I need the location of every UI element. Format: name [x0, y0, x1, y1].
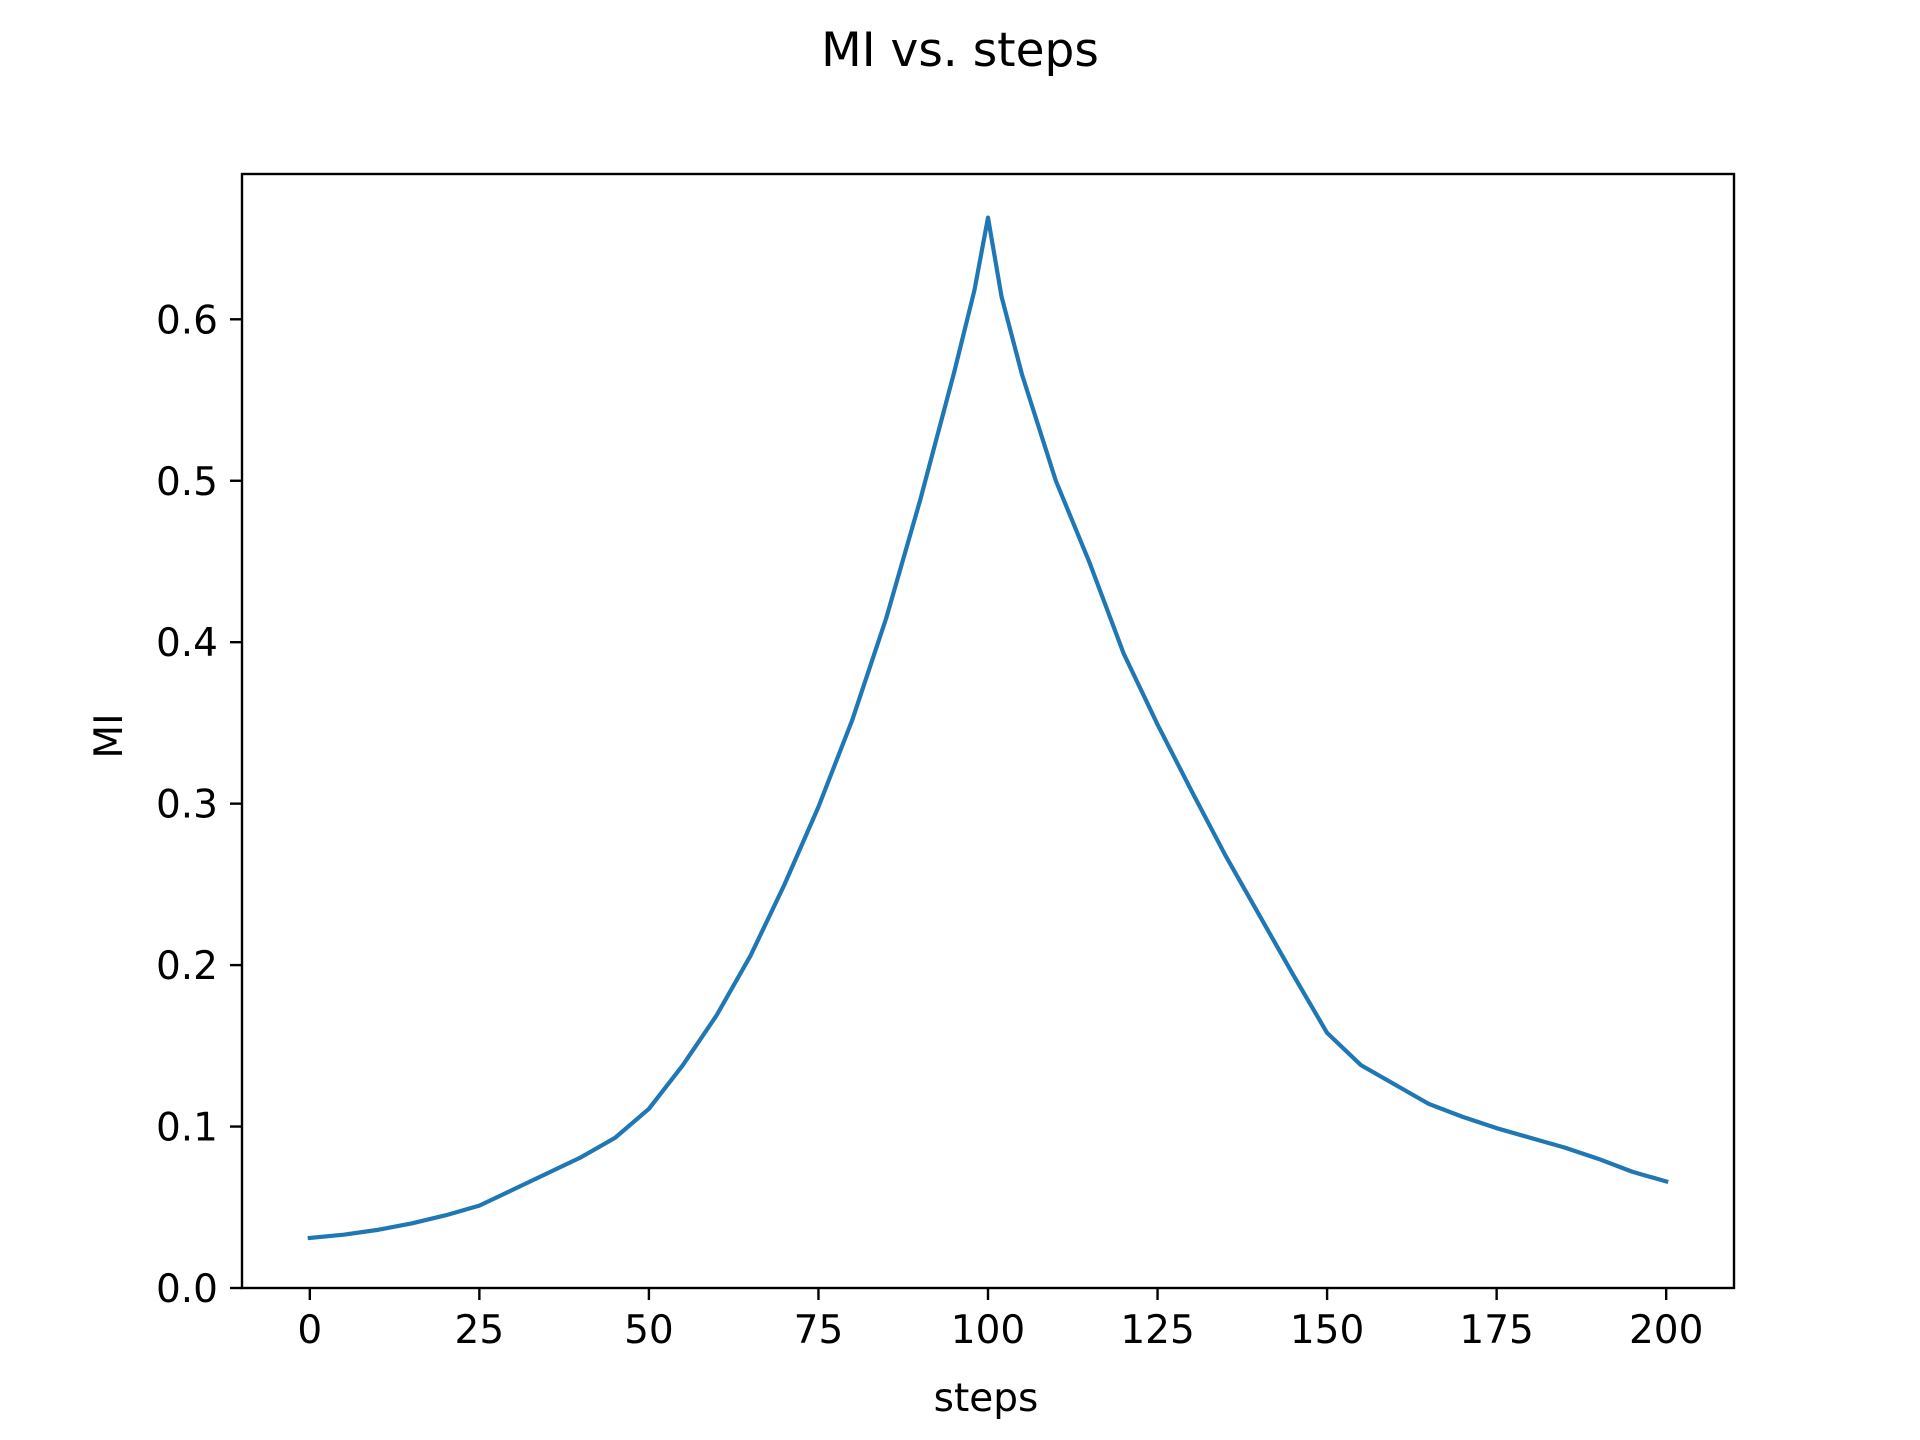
- y-axis-title: MI: [87, 713, 132, 758]
- x-tick-label: 125: [1120, 1308, 1194, 1353]
- series-layer: [307, 215, 1669, 1241]
- x-tick-label: 150: [1290, 1308, 1364, 1353]
- series-line-0: [307, 215, 1669, 1241]
- plot-area: [240, 172, 1736, 1290]
- y-tick-label: 0.2: [156, 944, 218, 989]
- x-tick-label: 50: [624, 1308, 674, 1353]
- y-tick-label: 0.0: [156, 1267, 218, 1312]
- y-tick-label: 0.4: [156, 621, 218, 666]
- x-tick-label: 75: [794, 1308, 844, 1353]
- x-tick-label: 0: [297, 1308, 322, 1353]
- y-tick-label: 0.1: [156, 1106, 218, 1151]
- x-axis: 0 25 50 75 100 125 150 175 200: [297, 1288, 1703, 1353]
- x-tick-label: 100: [951, 1308, 1025, 1353]
- x-tick-label: 175: [1459, 1308, 1533, 1353]
- x-axis-title: steps: [934, 1376, 1039, 1421]
- plot-frame: [240, 172, 1736, 1290]
- y-tick-label: 0.6: [156, 298, 218, 343]
- x-tick-label: 25: [455, 1308, 505, 1353]
- x-tick-label: 200: [1629, 1308, 1703, 1353]
- y-axis: 0.0 0.1 0.2 0.3 0.4 0.5 0.6: [156, 298, 242, 1312]
- y-tick-label: 0.3: [156, 783, 218, 828]
- y-tick-label: 0.5: [156, 460, 218, 505]
- chart-title: MI vs. steps: [821, 23, 1099, 78]
